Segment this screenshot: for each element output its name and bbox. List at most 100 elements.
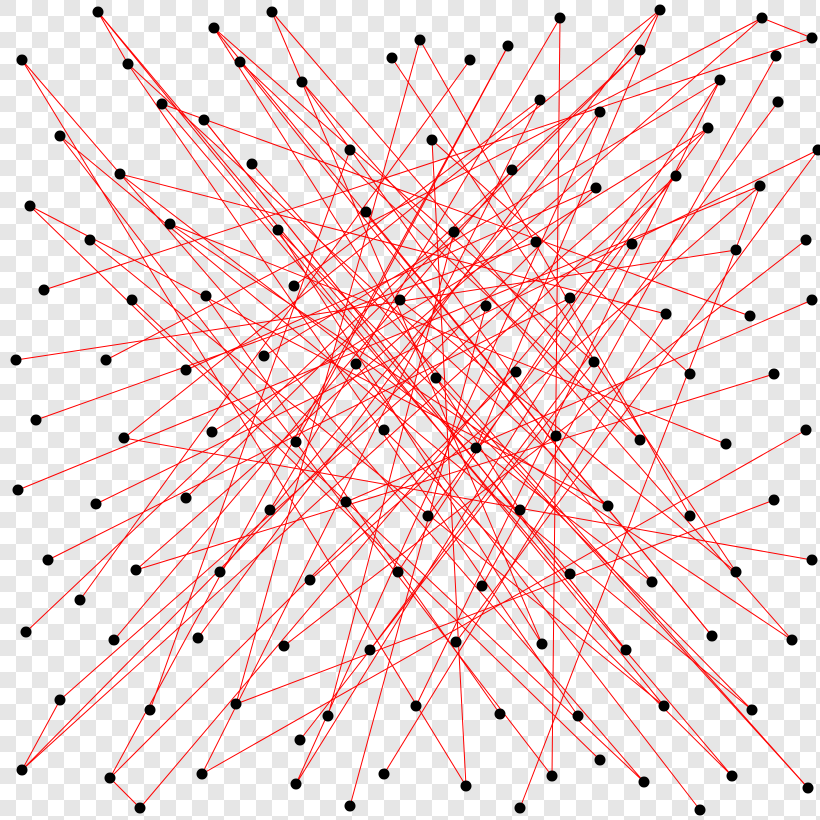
node [511,367,522,378]
node [639,777,650,788]
node [247,159,258,170]
node [231,699,242,710]
node [93,7,104,18]
node [43,555,54,566]
node [627,239,638,250]
node [165,219,176,230]
node [423,511,434,522]
node [659,701,670,712]
node [415,35,426,46]
node [757,13,768,24]
node [621,645,632,656]
node [351,359,362,370]
node [123,59,134,70]
node [305,575,316,586]
node [109,635,120,646]
node [127,295,138,306]
node [731,245,742,256]
node [707,631,718,642]
node [589,357,600,368]
node [715,75,726,86]
node [495,709,506,720]
node [181,493,192,504]
node [291,437,302,448]
node [721,439,732,450]
node [573,711,584,722]
node [515,505,526,516]
node [635,435,646,446]
node [55,695,66,706]
node [507,165,518,176]
node [451,637,462,648]
node [801,235,812,246]
node [215,567,226,578]
node [75,595,86,606]
node [685,369,696,380]
node [503,41,514,52]
node [515,803,526,814]
node [267,7,278,18]
node [341,497,352,508]
node [273,225,284,236]
node [807,555,818,566]
node [289,281,300,292]
node [91,499,102,510]
node [565,293,576,304]
node [193,633,204,644]
node [85,235,96,246]
node [387,53,398,64]
node [431,373,442,384]
node [101,355,112,366]
node [537,639,548,650]
node [365,645,376,656]
node [595,755,606,766]
node [21,627,32,638]
node [105,773,116,784]
background [0,0,820,820]
node [25,201,36,212]
node [209,23,220,34]
node [685,511,696,522]
node [787,635,798,646]
node [769,495,780,506]
node [361,207,372,218]
node [807,33,818,44]
node [747,705,758,716]
node [145,705,156,716]
node [595,107,606,118]
node [55,131,66,142]
node [157,99,168,110]
node [427,135,438,146]
node [119,433,130,444]
node [547,771,558,782]
node [801,425,812,436]
node [773,97,784,108]
node [655,5,666,16]
node [555,13,566,24]
node [323,711,334,722]
node [201,291,212,302]
node [13,485,24,496]
node [345,145,356,156]
node [207,427,218,438]
node [39,285,50,296]
node [745,311,756,322]
node [379,769,390,780]
node [461,781,472,792]
node [197,769,208,780]
node [297,77,308,88]
node [115,169,126,180]
node [135,803,146,814]
node [465,55,476,66]
node [771,51,782,62]
node [449,227,460,238]
node [731,567,742,578]
node [17,55,28,66]
node [803,783,814,794]
node [31,415,42,426]
node [181,365,192,376]
node [671,171,682,182]
node [535,95,546,106]
node [379,425,390,436]
node [11,355,22,366]
